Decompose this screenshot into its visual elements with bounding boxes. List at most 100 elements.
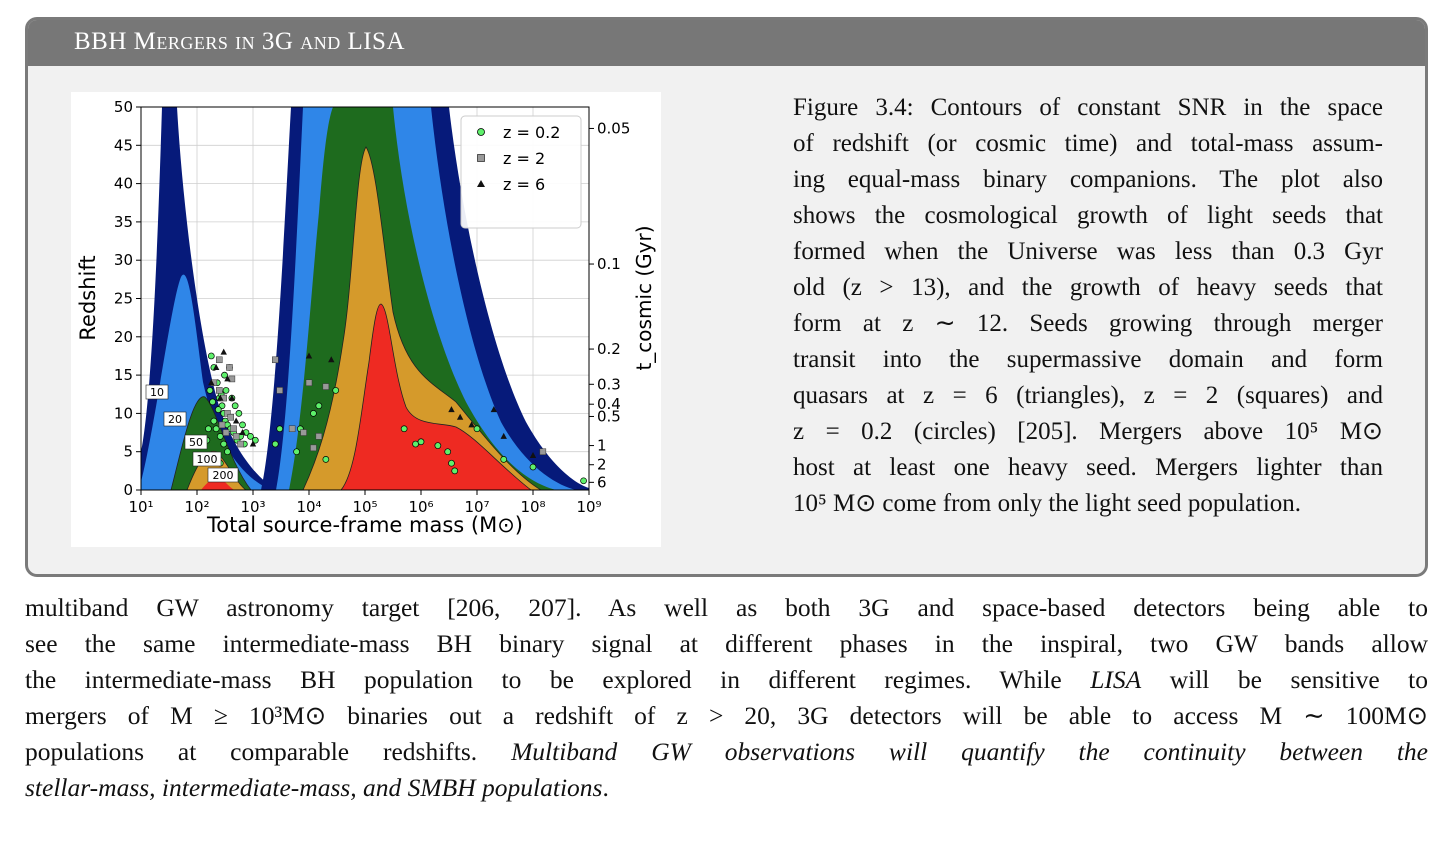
data-point-triangle (220, 348, 227, 355)
data-point-circle (207, 352, 215, 360)
body-emphasis: Multiband GW observations will quantify … (511, 737, 1428, 766)
snr-region-200-left (201, 477, 235, 490)
contour-labels: 10 20 50 100 200 (145, 384, 239, 483)
y-tick-label: 45 (114, 136, 133, 154)
data-point-circle (205, 425, 212, 433)
figure-box: BBH Mergers in 3G and LISA (25, 17, 1428, 577)
legend-circle-icon (477, 128, 485, 136)
caption-line: Figure 3.4: Contours of constant SNR in … (793, 94, 1383, 121)
data-point-triangle (468, 421, 475, 428)
data-point-triangle (500, 432, 507, 439)
data-point-circle (222, 387, 230, 394)
body-emphasis: stellar-mass, intermediate-mass, and SMB… (25, 773, 603, 802)
y-tick-label: 35 (114, 213, 133, 231)
data-point-square (315, 433, 323, 440)
data-point-circle (315, 402, 323, 410)
body-line: populations at comparable redshifts. Mul… (25, 734, 1428, 770)
y-tick-label: 30 (114, 251, 133, 269)
data-point-circle (221, 371, 228, 379)
body-line: see the same intermediate-mass BH binary… (25, 629, 1428, 658)
y2-tick-label: 0.05 (597, 119, 630, 137)
lisa-term: LISA (1090, 665, 1142, 694)
body-text-fragment: the intermediate-mass BH population to b… (25, 665, 1062, 694)
data-point-square (222, 429, 230, 436)
data-point-circle (529, 463, 537, 471)
caption-line: transit into the supermassive domain and… (793, 346, 1383, 373)
body-text-fragment: . (602, 773, 609, 802)
snr-region-200-right (341, 304, 531, 490)
data-point-square (539, 448, 547, 455)
contour-label-100: 100 (197, 453, 218, 466)
data-point-square (226, 364, 233, 371)
data-point-square (288, 425, 296, 432)
y-tick-label: 5 (123, 443, 133, 461)
data-point-triangle (239, 429, 246, 436)
data-point-square (272, 356, 279, 364)
data-point-square (216, 356, 223, 364)
data-point-square (232, 433, 240, 440)
data-point-circle (400, 425, 408, 433)
legend-label-z02: z = 0.2 (503, 123, 560, 142)
y2-tick-label: 6 (597, 473, 607, 491)
data-point-triangle (249, 440, 257, 447)
body-text-fragment: populations at comparable redshifts. (25, 737, 478, 766)
data-point-circle (224, 448, 231, 456)
data-point-circle (276, 425, 284, 433)
body-line: mergers of M ≥ 10³M⊙ binaries out a reds… (25, 701, 1428, 730)
data-point-triangle (224, 375, 231, 382)
y-axis-label: Redshift (76, 255, 100, 340)
data-point-square (300, 429, 307, 436)
y-tick-label: 20 (114, 328, 133, 346)
data-point-circle (251, 436, 259, 444)
body-text-fragment: will be sensitive to (1169, 665, 1429, 694)
data-point-square (218, 421, 226, 429)
snr-regions (141, 107, 589, 490)
y-tick-label: 50 (114, 98, 133, 116)
contour-label-200: 200 (213, 469, 234, 482)
data-point-circle (210, 417, 218, 425)
data-point-square (227, 413, 234, 421)
data-point-circle (206, 387, 214, 394)
legend-label-z2: z = 2 (503, 149, 545, 168)
data-point-circle (247, 433, 254, 440)
snr-chart-svg: 10 20 50 100 200 10¹ 10² 10³ 10⁴ 10⁵ 10⁶ 10⁷ 10… (76, 98, 656, 537)
data-point-triangle (490, 406, 498, 413)
legend-label-z6: z = 6 (503, 175, 545, 194)
figure-caption: Figure 3.4: Contours of constant SNR in … (793, 90, 1383, 522)
data-point-circle (216, 433, 224, 440)
x-tick-label: 10⁵ (352, 498, 377, 516)
data-point-square (237, 440, 244, 448)
snr-region-50-left (171, 396, 251, 490)
caption-line: old (z > 13), and the growth of heavy se… (793, 274, 1383, 301)
data-point-circle (231, 402, 239, 410)
data-point-circle (451, 467, 459, 475)
data-point-circle (417, 438, 425, 446)
y2-tick-labels: 0.05 0.1 0.2 0.3 0.40.5 126 (589, 119, 630, 491)
contour-label-10: 10 (150, 386, 164, 399)
data-point-square (310, 444, 317, 452)
caption-line: 10⁵ M⊙ come from only the light seed pop… (793, 490, 1302, 517)
data-point-triangle (328, 356, 335, 363)
data-point-circle (580, 477, 587, 485)
x-tick-label: 10³ (240, 498, 265, 516)
x-tick-label: 10⁹ (576, 498, 601, 516)
data-point-circle (220, 440, 228, 448)
caption-line: formed when the Universe was less than 0… (793, 238, 1383, 265)
data-point-circle (235, 410, 243, 417)
data-point-circle (271, 440, 279, 448)
data-point-triangle (208, 379, 215, 386)
caption-line: host at least one heavy seed. Mergers li… (793, 454, 1383, 481)
data-point-circle (473, 425, 481, 433)
y2-tick-label: 0.1 (597, 255, 621, 273)
data-point-circle (332, 387, 340, 394)
data-point-triangle (217, 394, 224, 401)
y2-tick-label: 0.4 (597, 395, 621, 413)
snr-plot: 10 20 50 100 200 10¹ 10² 10³ 10⁴ 10⁵ 10⁶ 10⁷ 10… (71, 92, 661, 547)
data-point-circle (293, 448, 300, 456)
contour-label-20: 20 (168, 413, 182, 426)
x-tick-label: 10⁷ (464, 498, 489, 516)
x-tick-label: 10⁸ (520, 498, 545, 516)
data-point-circle (214, 406, 222, 413)
y-tick-labels: 0 5 10 15 20 25 30 35 40 45 50 (114, 98, 141, 499)
data-markers (203, 348, 587, 485)
